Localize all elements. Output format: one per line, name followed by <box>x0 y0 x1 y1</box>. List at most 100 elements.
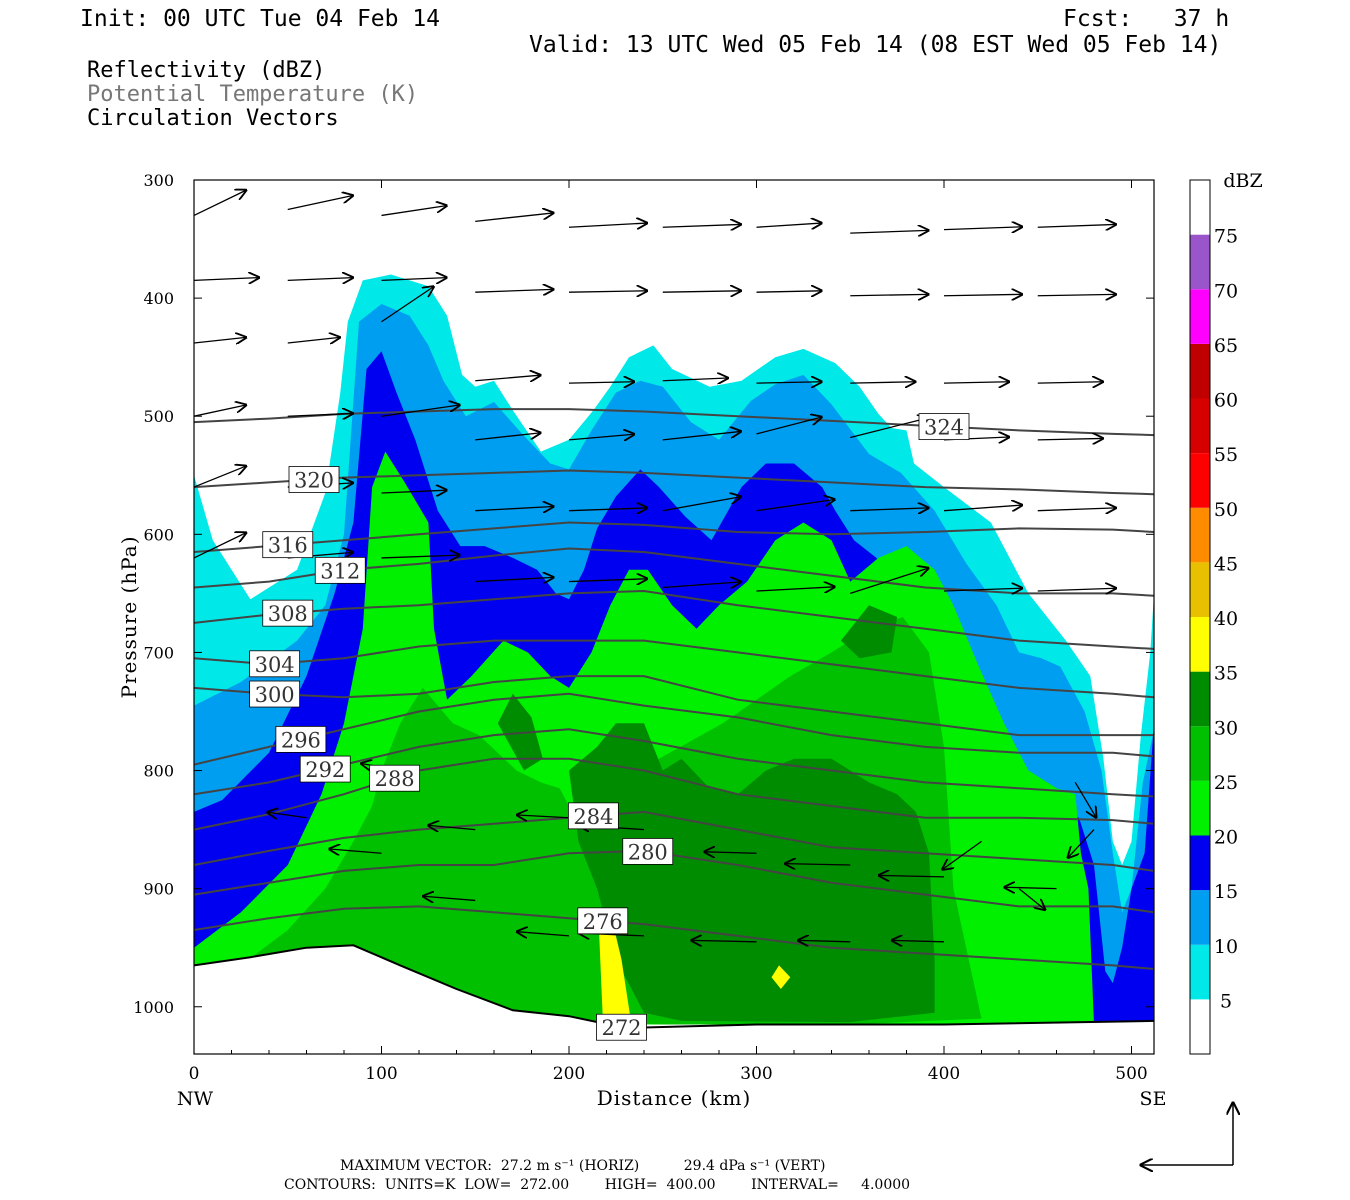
colorbar-level-label: 15 <box>1214 881 1238 903</box>
colorbar-band <box>1190 617 1210 672</box>
theta-contour-296 <box>194 692 1154 766</box>
colorbar-band <box>1190 671 1210 727</box>
circulation-vector <box>1037 438 1103 439</box>
colorbar-title: dBZ <box>1223 170 1262 192</box>
circulation-vector <box>568 382 634 383</box>
y-tick-label: 900 <box>143 880 174 899</box>
y-tick-label: 800 <box>143 762 174 781</box>
colorbar-level-label: 60 <box>1214 390 1238 412</box>
colorbar-level-label: 20 <box>1214 827 1238 849</box>
colorbar-band <box>1190 453 1210 508</box>
colorbar-level-label: 45 <box>1214 553 1238 575</box>
x-left-end-label: NW <box>177 1088 214 1110</box>
x-axis-label: Distance (km) <box>597 1086 752 1110</box>
theta-label-300: 300 <box>255 683 295 707</box>
colorbar-band <box>1190 780 1210 836</box>
theta-label-box-296 <box>275 725 327 753</box>
theta-label-308: 308 <box>268 602 308 626</box>
init-time: Init: 00 UTC Tue 04 Feb 14 <box>80 6 441 32</box>
x-tick-label: 500 <box>1115 1064 1147 1084</box>
circulation-vector <box>381 278 447 281</box>
circulation-vector <box>798 940 851 941</box>
colorbar-band <box>1190 180 1210 235</box>
colorbar-level-label: 65 <box>1214 335 1238 357</box>
x-tick-label: 200 <box>553 1064 585 1084</box>
colorbar-band <box>1190 944 1210 1000</box>
reflectivity-35dbz-region <box>599 912 631 1021</box>
theta-label-320: 320 <box>294 469 334 493</box>
theta-label-box-312 <box>314 556 366 584</box>
x-tick-label: 100 <box>365 1064 397 1084</box>
circulation-vector <box>381 206 447 217</box>
circulation-vector <box>287 337 340 343</box>
circulation-vector <box>662 497 741 512</box>
circulation-vector <box>662 582 741 588</box>
circulation-vector <box>475 577 553 581</box>
colorbar-level-label: 55 <box>1214 444 1238 466</box>
circulation-vector <box>517 932 570 936</box>
circulation-vector <box>568 508 647 511</box>
y-tick-label: 300 <box>143 171 174 190</box>
circulation-vector <box>1037 588 1116 591</box>
circulation-vector <box>194 337 246 343</box>
theta-label-box-316 <box>262 531 314 559</box>
circulation-vector <box>568 579 647 582</box>
contours-note: CONTOURS: UNITS=K LOW= 272.00 HIGH= 400.… <box>284 1177 911 1193</box>
plot-frame <box>193 179 1155 1055</box>
circulation-vector <box>1037 224 1116 227</box>
theta-label-288: 288 <box>375 767 415 791</box>
colorbar-band <box>1190 343 1210 399</box>
circulation-vector <box>1037 294 1116 295</box>
colorbar-level-label: 5 <box>1220 990 1232 1012</box>
colorbar-band <box>1190 835 1210 891</box>
theta-contour-288 <box>194 757 1154 831</box>
circulation-vector <box>662 291 741 292</box>
circulation-vector <box>879 875 945 876</box>
circulation-vector <box>428 825 476 829</box>
colorbar-level-label: 30 <box>1214 717 1238 739</box>
circulation-vector <box>662 431 741 441</box>
theta-contour-300 <box>194 675 1154 737</box>
theta-label-280: 280 <box>628 840 668 864</box>
colorbar-level-label: 40 <box>1214 608 1238 630</box>
circulation-vector <box>194 278 259 281</box>
colorbar-band <box>1190 398 1210 454</box>
theta-label-box-276 <box>577 907 629 935</box>
circulation-vector <box>943 382 1009 383</box>
colorbar-level-label: 10 <box>1214 936 1238 958</box>
colorbar-band <box>1190 289 1210 344</box>
circulation-vector <box>287 278 353 281</box>
colorbar-band <box>1190 726 1210 781</box>
theta-label-box-280 <box>622 838 674 865</box>
colorbar-band <box>1190 999 1210 1054</box>
theta-contour-308 <box>194 589 1154 650</box>
colorbar-level-label: 70 <box>1214 280 1238 302</box>
circulation-vector <box>423 896 476 900</box>
y-axis-label: Pressure (hPa) <box>117 536 141 699</box>
circulation-vector <box>330 849 382 853</box>
colorbar-frame <box>1189 179 1211 1055</box>
theta-label-272: 272 <box>601 1016 641 1040</box>
theta-label-box-324 <box>918 413 970 441</box>
theta-contour-316 <box>194 521 1154 553</box>
circulation-vector <box>1018 888 1045 910</box>
circulation-vector <box>287 196 353 211</box>
theta-label-box-292 <box>299 755 351 783</box>
reference-vector-icon <box>1141 1103 1233 1165</box>
circulation-vector <box>943 294 1022 295</box>
circulation-vector <box>756 417 822 435</box>
circulation-vector <box>943 505 1022 511</box>
theta-label-box-300 <box>249 680 301 708</box>
circulation-vector <box>381 490 447 493</box>
theta-label-292: 292 <box>305 758 345 782</box>
circulation-vector <box>1074 782 1096 817</box>
circulation-vector <box>850 418 928 439</box>
circulation-vector <box>785 864 851 865</box>
circulation-vector <box>943 840 982 869</box>
circulation-vector <box>194 190 246 217</box>
theta-label-304: 304 <box>255 653 295 677</box>
forecast-hour: Fcst: 37 h <box>1063 6 1230 32</box>
x-tick-label: 400 <box>928 1064 960 1084</box>
circulation-vector <box>381 555 460 558</box>
